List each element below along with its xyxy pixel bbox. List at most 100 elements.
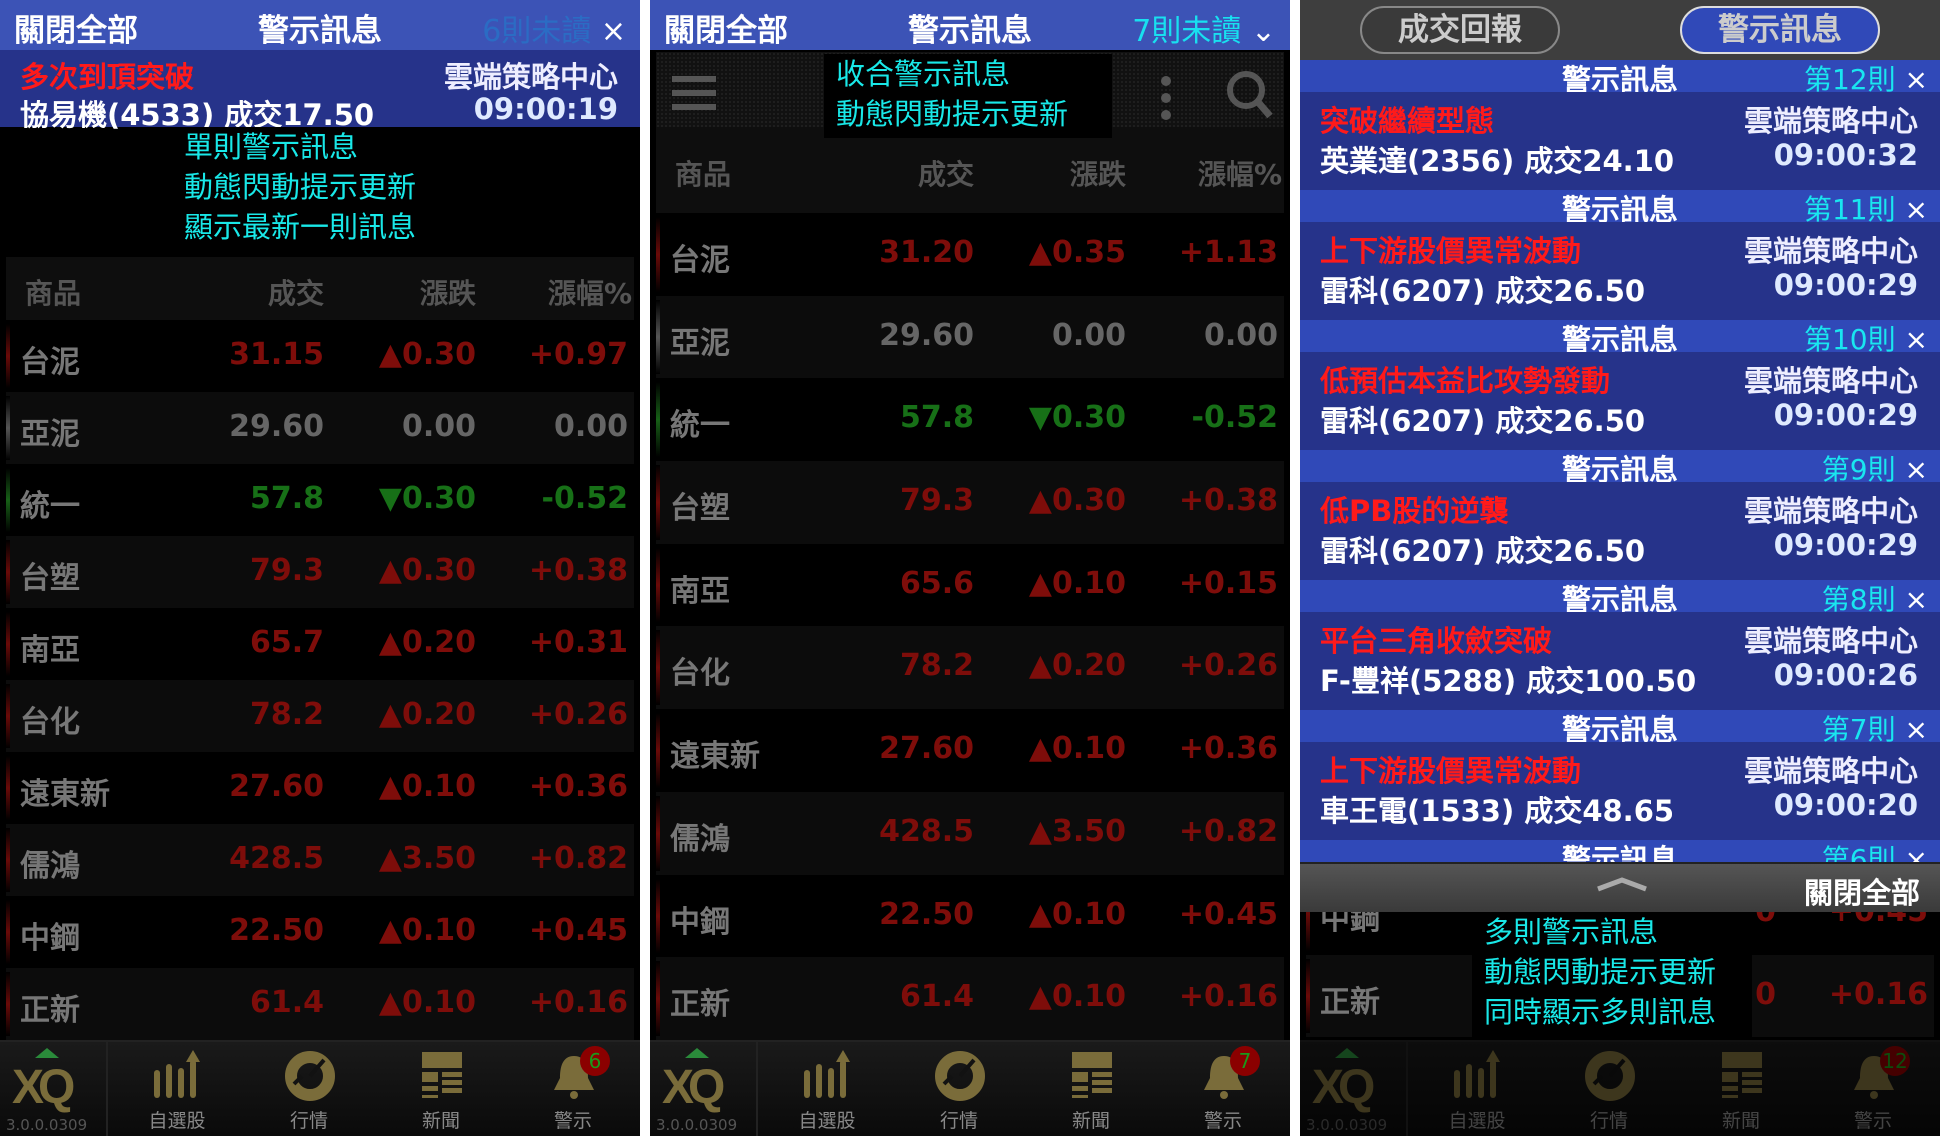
quote-row[interactable]: 遠東新 27.60 ▲0.10 +0.36: [656, 709, 1284, 792]
quote-row[interactable]: 台化 78.2 ▲0.20 +0.26: [656, 626, 1284, 710]
chevron-up-icon[interactable]: [1596, 876, 1648, 892]
close-all-button[interactable]: 關閉全部: [14, 13, 138, 49]
quote-list: 台泥 31.20 ▲0.35 +1.13 亞泥 29.60 0.00 0.00 統一 57.8 ▼0…: [656, 213, 1284, 1040]
search-icon[interactable]: [1226, 70, 1276, 122]
quote-row[interactable]: 遠東新 27.60 ▲0.10 +0.36: [6, 752, 634, 824]
app-logo[interactable]: XQ 3.0.0.0309: [650, 1042, 758, 1136]
tab-gauge[interactable]: 行情: [244, 1042, 374, 1136]
tab-bell[interactable]: 警示 6: [508, 1042, 638, 1136]
tab-gauge[interactable]: 行情: [894, 1042, 1024, 1136]
close-icon[interactable]: ×: [600, 14, 626, 49]
close-all-button[interactable]: 關閉全部: [1803, 876, 1920, 910]
close-icon[interactable]: ×: [1904, 713, 1928, 746]
quote-row[interactable]: 台化 78.2 ▲0.20 +0.26: [6, 680, 634, 752]
stock-change-pct: +0.38: [1178, 483, 1278, 519]
col-pct[interactable]: 漲幅%: [547, 277, 632, 310]
alert-item[interactable]: 平台三角收斂突破 雲端策略中心 F-豐祥(5288) 成交100.50 09:00:2…: [1300, 612, 1940, 710]
xq-logo: XQ: [662, 1061, 725, 1114]
col-name[interactable]: 商品: [675, 158, 732, 191]
quote-row[interactable]: 台塑 79.3 ▲0.30 +0.38: [656, 461, 1284, 544]
alert-item[interactable]: 低預估本益比攻勢發動 雲端策略中心 雷科(6207) 成交26.50 09:00:29: [1300, 352, 1940, 450]
unread-count[interactable]: 6則未讀: [482, 14, 592, 49]
col-price[interactable]: 成交: [267, 277, 324, 310]
close-icon[interactable]: ×: [1904, 63, 1928, 96]
app-version: 3.0.0.0309: [6, 1116, 88, 1134]
quote-row[interactable]: 中鋼 22.50 ▲0.10 +0.45: [656, 875, 1284, 958]
unread-count[interactable]: 7則未讀: [1132, 14, 1242, 49]
col-pct[interactable]: 漲幅%: [1197, 158, 1282, 191]
quote-row[interactable]: 統一 57.8 ▼0.30 -0.52: [656, 378, 1284, 461]
unread-toggle[interactable]: 6則未讀 ×: [482, 6, 626, 50]
alert-title: 低預估本益比攻勢發動: [1320, 364, 1611, 398]
stock-price: 31.15: [229, 337, 324, 372]
alert-item-header: 警示訊息 第10則 ×: [1300, 320, 1940, 357]
quote-row[interactable]: 台泥 31.20 ▲0.35 +1.13: [656, 213, 1284, 296]
alert-quote: 雷科(6207) 成交26.50: [1320, 404, 1646, 438]
alert-index: 第7則 ×: [1822, 708, 1928, 748]
close-icon[interactable]: ×: [1904, 193, 1928, 226]
alert-drawer-handle[interactable]: 關閉全部: [1300, 862, 1940, 912]
quote-row[interactable]: 正新 61.4 ▲0.10 +0.16: [6, 968, 634, 1040]
alert-header-title: 警示訊息: [1561, 323, 1678, 357]
app-logo[interactable]: XQ 3.0.0.0309: [0, 1042, 108, 1136]
tab-bell[interactable]: 警示 7: [1158, 1042, 1288, 1136]
tab-label: 自選股: [148, 1110, 206, 1132]
quote-row[interactable]: 中鋼 0 +0.45: [1306, 912, 1934, 955]
tab-label: 警示: [553, 1110, 592, 1132]
close-icon[interactable]: ×: [1904, 453, 1928, 486]
alert-item[interactable]: 突破繼續型態 雲端策略中心 英業達(2356) 成交24.10 09:00:32: [1300, 92, 1940, 190]
column-header: 商品 成交 漲跌 漲幅%: [656, 127, 1284, 213]
col-change[interactable]: 漲跌: [1069, 158, 1126, 191]
chevron-down-icon[interactable]: ⌄: [1250, 14, 1276, 49]
quote-row[interactable]: 南亞 65.7 ▲0.20 +0.31: [6, 608, 634, 680]
close-icon[interactable]: ×: [1904, 323, 1928, 356]
alert-item[interactable]: 多次到頂突破 雲端策略中心 協易機(4533) 成交17.50 09:00:19: [0, 50, 640, 132]
col-name[interactable]: 商品: [25, 277, 82, 310]
stock-change: ▲0.10: [378, 913, 476, 948]
trend-indicator: [6, 324, 10, 388]
stock-price: 29.60: [879, 317, 974, 353]
tab-bar-chart[interactable]: 自選股: [762, 1042, 892, 1136]
stock-change: ▲0.30: [378, 553, 476, 588]
quote-row[interactable]: 南亞 65.6 ▲0.10 +0.15: [656, 544, 1284, 627]
trend-indicator: [656, 713, 660, 788]
alert-item[interactable]: 上下游股價異常波動 雲端策略中心 車王電(1533) 成交48.65 09:00:20: [1300, 742, 1940, 840]
stock-price: 31.20: [879, 235, 974, 270]
bottom-tab-bar: XQ 3.0.0.0309 自選股 行情 新聞 警示 6: [0, 1040, 640, 1136]
quote-row[interactable]: 台泥 31.15 ▲0.30 +0.97: [6, 320, 634, 392]
alert-time: 09:00:29: [1773, 398, 1918, 432]
col-price[interactable]: 成交: [917, 158, 974, 191]
col-change[interactable]: 漲跌: [419, 277, 476, 310]
quote-row[interactable]: 正新 61.4 ▲0.10 +0.16: [656, 957, 1284, 1040]
close-all-button[interactable]: 關閉全部: [664, 13, 788, 49]
quote-row[interactable]: 儒鴻 428.5 ▲3.50 +0.82: [6, 824, 634, 896]
trend-indicator: [656, 547, 660, 623]
trade-report-tab[interactable]: 成交回報: [1360, 6, 1560, 54]
stock-name: 正新: [670, 987, 730, 1023]
quote-row[interactable]: 統一 57.8 ▼0.30 -0.52: [6, 464, 634, 536]
hamburger-menu-icon[interactable]: [672, 74, 718, 110]
tab-newspaper[interactable]: 新聞: [1026, 1042, 1156, 1136]
alert-item[interactable]: 低PB股的逆襲 雲端策略中心 雷科(6207) 成交26.50 09:00:29: [1300, 482, 1940, 580]
stock-name: 台化: [20, 705, 80, 740]
alert-source: 雲端策略中心: [1743, 234, 1918, 268]
unread-toggle[interactable]: 7則未讀 ⌄: [1132, 6, 1276, 50]
stock-name: 正新: [1320, 984, 1380, 1020]
trend-indicator: [6, 468, 10, 532]
stock-name: 正新: [20, 993, 80, 1028]
alerts-tab[interactable]: 警示訊息: [1680, 6, 1880, 54]
stock-change-pct: +0.38: [528, 553, 628, 588]
quote-row[interactable]: 台塑 79.3 ▲0.30 +0.38: [6, 536, 634, 608]
stock-price: 79.3: [899, 483, 974, 519]
quote-row[interactable]: 儒鴻 428.5 ▲3.50 +0.82: [656, 791, 1284, 875]
quote-row[interactable]: 亞泥 29.60 0.00 0.00: [656, 295, 1284, 379]
quote-row[interactable]: 亞泥 29.60 0.00 0.00: [6, 392, 634, 464]
more-options-icon[interactable]: [1156, 74, 1176, 124]
close-icon[interactable]: ×: [1904, 583, 1928, 616]
alert-item[interactable]: 上下游股價異常波動 雲端策略中心 雷科(6207) 成交26.50 09:00:29: [1300, 222, 1940, 320]
quote-row[interactable]: 中鋼 22.50 ▲0.10 +0.45: [6, 896, 634, 968]
tab-newspaper[interactable]: 新聞: [376, 1042, 506, 1136]
tab-bar-chart[interactable]: 自選股: [112, 1042, 242, 1136]
alert-quote: 英業達(2356) 成交24.10: [1320, 144, 1675, 178]
stock-name: 中鋼: [670, 904, 730, 940]
